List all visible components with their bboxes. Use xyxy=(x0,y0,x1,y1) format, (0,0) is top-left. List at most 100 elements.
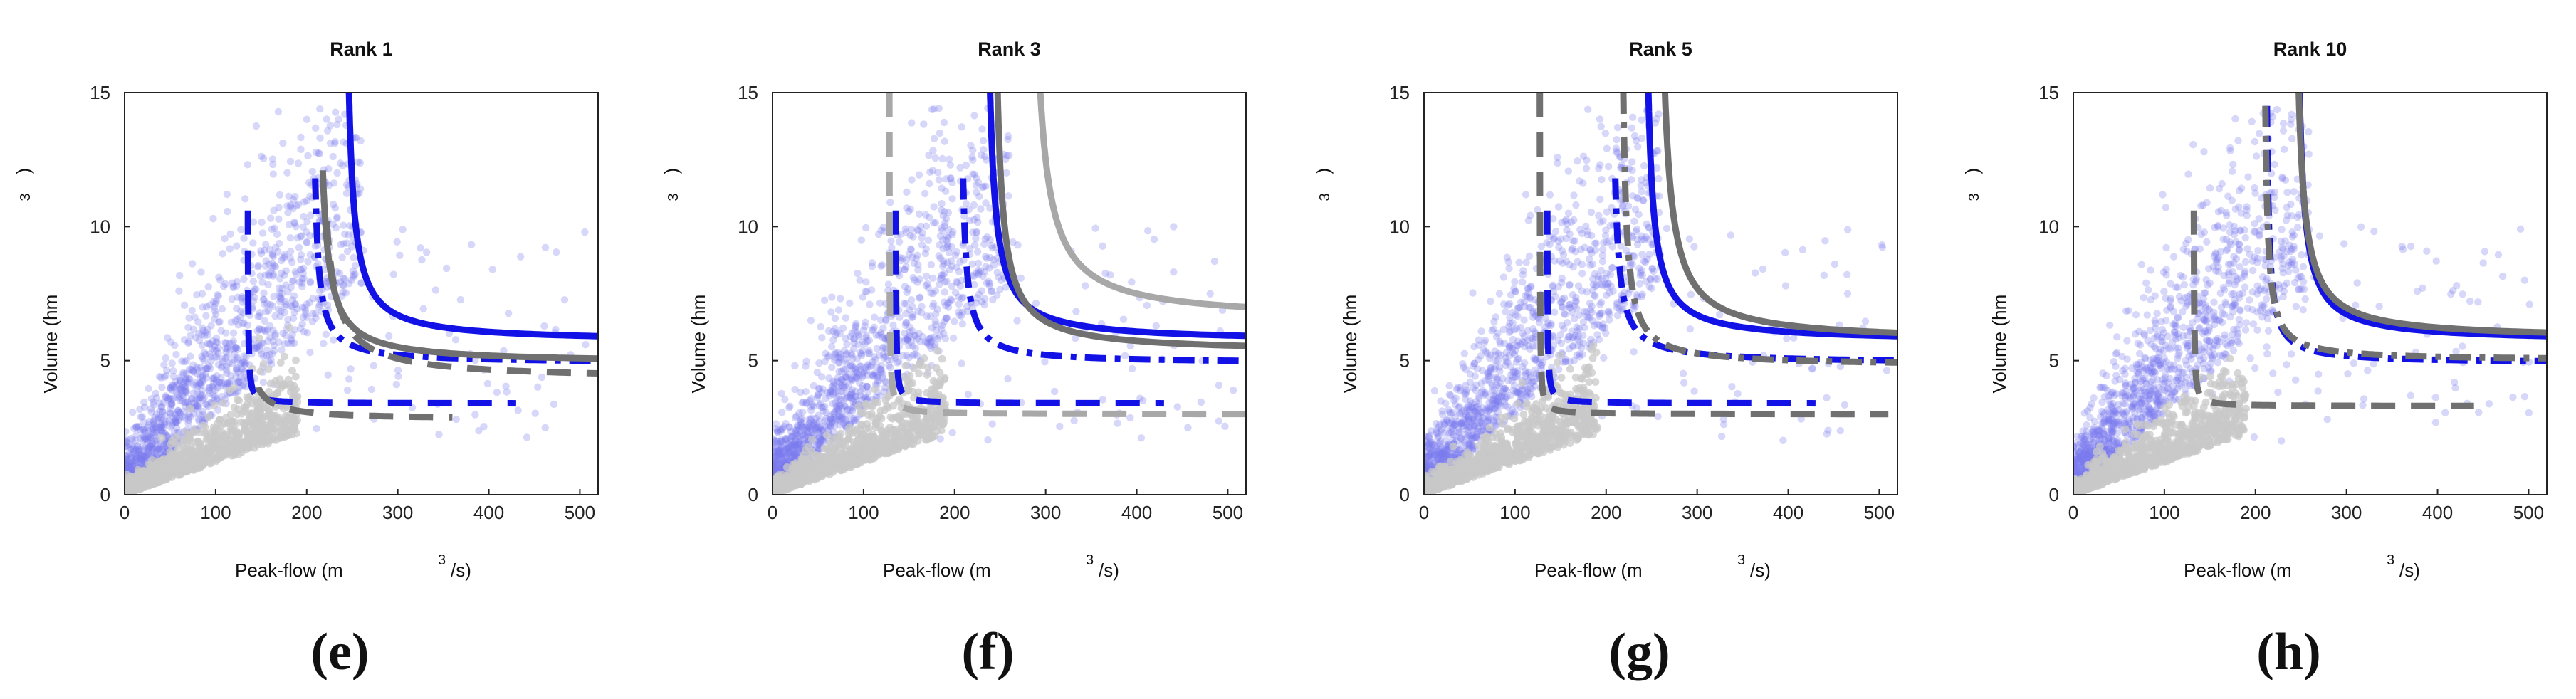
scatter-point xyxy=(807,406,815,414)
scatter-point xyxy=(916,337,924,346)
scatter-point xyxy=(1500,339,1509,347)
scatter-point xyxy=(850,335,858,343)
scatter-point xyxy=(861,340,869,348)
scatter-point xyxy=(198,330,206,339)
scatter-point xyxy=(909,311,917,319)
scatter-point xyxy=(847,376,856,384)
scatter-point xyxy=(278,346,286,354)
scatter-point xyxy=(514,406,522,414)
scatter-point xyxy=(989,295,997,304)
scatter-point xyxy=(942,315,950,322)
scatter-point xyxy=(1450,431,1457,439)
scatter-point xyxy=(167,384,174,391)
scatter-point xyxy=(1503,393,1511,401)
scatter-point xyxy=(145,434,152,443)
scatter-point xyxy=(876,316,885,324)
scatter-point xyxy=(973,294,981,302)
scatter-point xyxy=(879,371,886,379)
scatter-point xyxy=(140,403,149,411)
scatter-point xyxy=(1143,301,1151,310)
scatter-point xyxy=(150,420,158,428)
scatter-point xyxy=(781,395,789,404)
scatter-point xyxy=(1469,416,1477,425)
y-label-suffix: ) xyxy=(13,168,34,174)
scatter-point xyxy=(840,347,849,355)
scatter-point xyxy=(1050,387,1059,396)
scatter-point xyxy=(880,343,888,351)
scatter-point xyxy=(1504,377,1512,384)
scatter-point xyxy=(149,428,157,436)
y-label-sup: 3 xyxy=(18,193,33,201)
scatter-point xyxy=(151,414,159,421)
scatter-point xyxy=(232,344,240,352)
scatter-point xyxy=(144,433,152,441)
scatter-point xyxy=(903,335,911,344)
scatter-point xyxy=(281,332,290,340)
scatter-point xyxy=(1783,335,1791,342)
scatter-point xyxy=(349,273,357,281)
scatter-point xyxy=(1622,246,1630,254)
scatter-point xyxy=(239,366,246,374)
scatter-point xyxy=(970,112,978,120)
scatter-point xyxy=(815,385,824,393)
scatter-point xyxy=(776,463,784,471)
scatter-point xyxy=(143,424,152,431)
scatter-point xyxy=(773,448,777,456)
scatter-point xyxy=(852,374,861,382)
scatter-point xyxy=(175,287,183,295)
scatter-point xyxy=(792,450,800,458)
scatter-point xyxy=(812,419,820,426)
scatter-point xyxy=(777,441,785,450)
scatter-point xyxy=(794,441,802,448)
scatter-point xyxy=(1143,227,1152,235)
scatter-point xyxy=(541,424,549,432)
scatter-point xyxy=(931,340,939,349)
scatter-point xyxy=(1556,257,1564,265)
scatter-point-gray xyxy=(935,421,943,429)
scatter-point xyxy=(253,263,262,271)
scatter-point xyxy=(799,436,807,444)
scatter-point xyxy=(882,317,890,325)
scatter-point xyxy=(213,395,221,403)
x-label-suffix: /s) xyxy=(1099,559,1119,581)
scatter-point xyxy=(149,439,157,448)
scatter-point xyxy=(393,238,401,246)
scatter-point xyxy=(422,248,431,256)
scatter-point xyxy=(270,293,278,300)
scatter-point xyxy=(222,348,230,357)
scatter-point xyxy=(1564,209,1573,217)
scatter-point xyxy=(302,310,310,318)
scatter-point xyxy=(928,167,937,174)
scatter-point xyxy=(795,441,803,449)
scatter-point xyxy=(1564,167,1573,175)
scatter-point xyxy=(852,416,859,425)
scatter-point xyxy=(214,292,222,300)
scatter-point xyxy=(204,340,212,347)
scatter-point xyxy=(779,450,787,458)
scatter-point-gray xyxy=(258,404,267,412)
scatter-point xyxy=(174,381,182,389)
scatter-point xyxy=(912,254,920,263)
scatter-point xyxy=(200,394,208,402)
scatter-point xyxy=(180,336,189,344)
scatter-point xyxy=(773,457,780,466)
scatter-point xyxy=(1570,191,1578,199)
scatter-point xyxy=(792,445,800,453)
scatter-point xyxy=(168,382,176,389)
scatter-point xyxy=(127,453,135,461)
scatter-point xyxy=(1551,293,1559,300)
scatter-point xyxy=(126,445,135,453)
scatter-point xyxy=(329,220,337,228)
scatter-point xyxy=(848,351,856,359)
scatter-point xyxy=(921,338,929,346)
scatter-point xyxy=(853,368,861,376)
scatter-point xyxy=(1583,156,1591,164)
scatter-point xyxy=(1481,390,1489,398)
scatter-point xyxy=(140,426,147,433)
scatter-point xyxy=(141,434,149,443)
scatter-point xyxy=(791,443,799,451)
scatter-point xyxy=(326,140,335,147)
scatter-point xyxy=(934,169,942,177)
scatter-point xyxy=(1444,424,1452,432)
scatter-point xyxy=(1150,235,1158,243)
